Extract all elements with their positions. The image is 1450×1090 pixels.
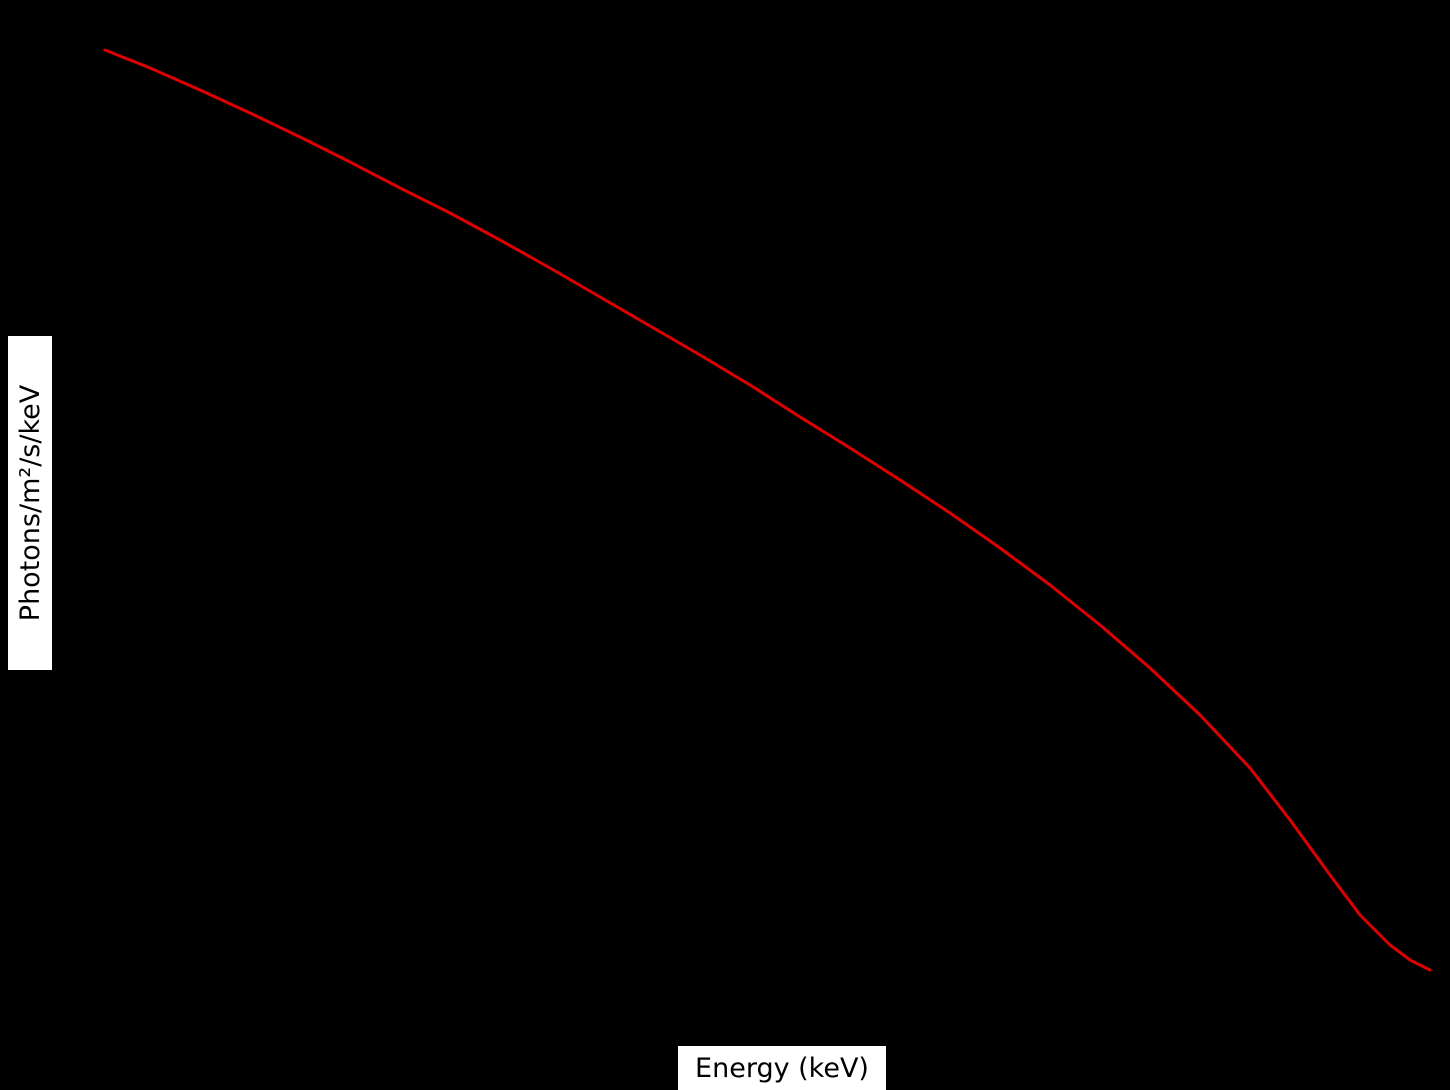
spectrum-curve (103, 48, 1432, 972)
y-axis-label: Photons/m²/s/keV (8, 336, 52, 670)
x-axis-label: Energy (keV) (678, 1046, 886, 1090)
